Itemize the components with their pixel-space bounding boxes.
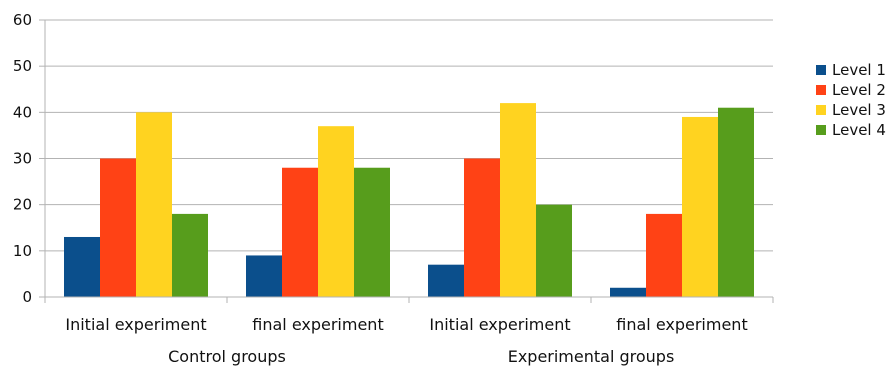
legend-swatch [816, 85, 826, 95]
y-tick-label: 60 [13, 11, 32, 29]
legend-label: Level 3 [832, 101, 886, 119]
legend-swatch [816, 105, 826, 115]
bar-level-2-4 [646, 213, 682, 297]
category-labels: Initial experiment final experiment Initia… [65, 315, 747, 334]
bar-level-1-1 [64, 236, 100, 297]
bar-level-2-2 [282, 167, 318, 297]
y-axis-ticks: 0 10 20 30 40 50 60 [13, 11, 45, 306]
legend-label: Level 2 [832, 81, 886, 99]
group-label: Control groups [168, 347, 286, 366]
category-label: Initial experiment [65, 315, 206, 334]
bar-level-3-1 [136, 112, 172, 297]
bar-level-2-3 [464, 158, 500, 297]
bar-level-4-3 [536, 204, 572, 297]
bar-level-1-4 [610, 287, 646, 297]
category-label: Initial experiment [429, 315, 570, 334]
bar-level-4-4 [718, 107, 754, 297]
bar-level-3-4 [682, 116, 718, 297]
y-tick-label: 20 [13, 196, 32, 214]
bar-level-1-2 [246, 255, 282, 297]
legend: Level 1 Level 2 Level 3 Level 4 [816, 61, 886, 139]
y-tick-label: 10 [13, 242, 32, 260]
group-labels: Control groups Experimental groups [168, 347, 674, 366]
category-label: final experiment [616, 315, 747, 334]
legend-label: Level 4 [832, 121, 886, 139]
group-label: Experimental groups [508, 347, 675, 366]
legend-swatch [816, 125, 826, 135]
bar-level-3-2 [318, 126, 354, 297]
y-tick-label: 40 [13, 103, 32, 121]
legend-swatch [816, 65, 826, 75]
y-tick-label: 50 [13, 57, 32, 75]
bars [64, 103, 754, 297]
y-tick-label: 30 [13, 150, 32, 168]
bar-level-3-3 [500, 103, 536, 297]
bar-level-1-3 [428, 264, 464, 297]
bar-level-2-1 [100, 158, 136, 297]
axes [44, 20, 774, 303]
bar-level-4-2 [354, 167, 390, 297]
category-label: final experiment [252, 315, 383, 334]
bar-level-4-1 [172, 213, 208, 297]
y-tick-label: 0 [22, 288, 32, 306]
legend-label: Level 1 [832, 61, 886, 79]
